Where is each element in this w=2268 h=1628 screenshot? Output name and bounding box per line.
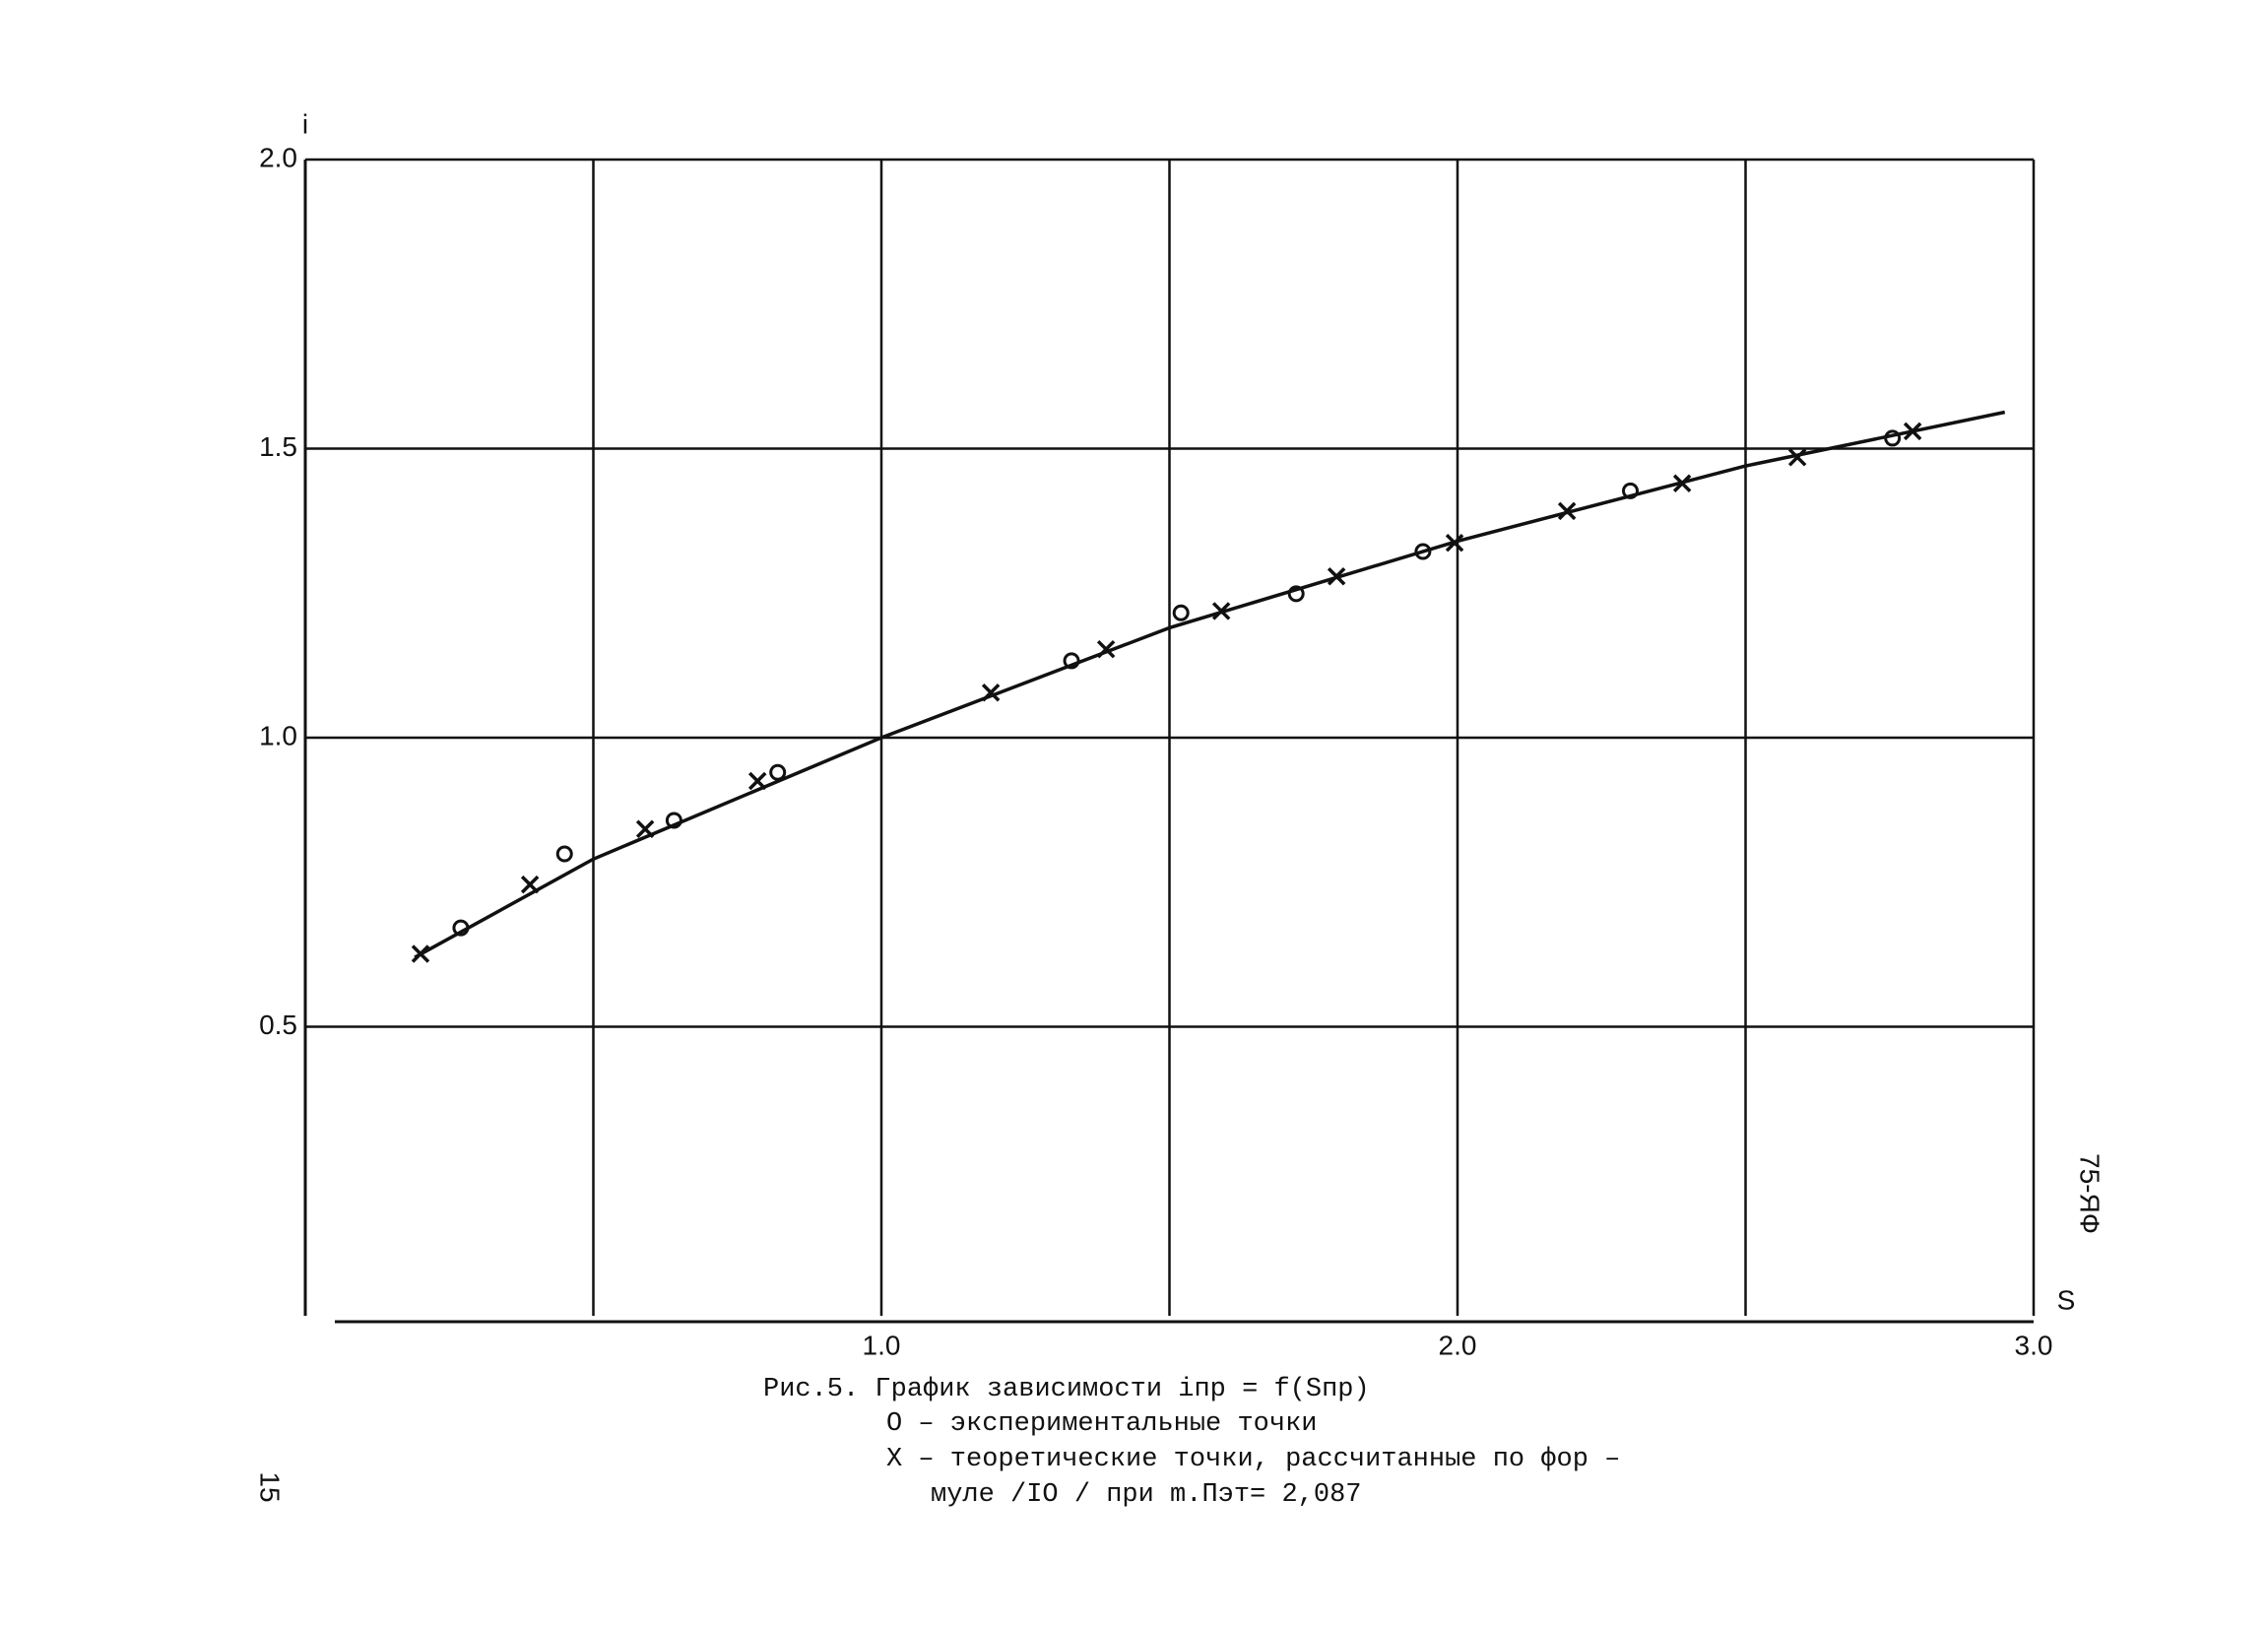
theoretical-point [981,683,1001,702]
experimental-point [452,919,470,937]
theoretical-point [1903,422,1922,441]
experimental-point [769,763,787,781]
y-tick-label: 2.0 [259,142,297,172]
theoretical-point [1557,501,1577,521]
theoretical-point [1211,602,1231,620]
x-tick-label: 3.0 [2015,1330,2053,1360]
experimental-point [1414,543,1432,560]
theoretical-point [1096,639,1116,659]
theoretical-point [520,875,540,894]
y-tick-label: 1.0 [259,720,297,750]
page-number: 15 [255,1471,286,1502]
experimental-point [665,812,682,829]
experimental-point [1287,585,1305,603]
side-note: 75-ЯФ [2075,1153,2106,1234]
theoretical-point [1445,533,1464,553]
experimental-point [1884,429,1902,447]
x-axis-label: S [2057,1284,2076,1315]
theoretical-point [411,944,430,963]
caption-line: О – экспериментальные точки [886,1409,1317,1439]
theoretical-point [747,771,767,791]
theoretical-point [1672,474,1692,492]
caption-line: X – теоретические точки, рассчитанные по… [886,1445,1620,1474]
curve [414,410,2006,959]
caption-line: муле /IO / при m.Пэт= 2,087 [931,1480,1361,1510]
theoretical-point [635,819,655,838]
y-tick-label: 1.5 [259,431,297,462]
theoretical-point [1327,566,1346,586]
y-tick-label: 0.5 [259,1009,297,1040]
x-tick-label: 2.0 [1439,1330,1477,1360]
experimental-point [1172,604,1190,621]
caption-line: Рис.5. График зависимости iпр = f(Sпр) [763,1375,1370,1404]
experimental-point [1622,482,1639,499]
experimental-point [1063,652,1080,670]
x-tick-label: 1.0 [863,1330,901,1360]
y-axis-label: i [302,108,308,139]
experimental-point [555,845,573,863]
theoretical-point [1787,448,1807,467]
